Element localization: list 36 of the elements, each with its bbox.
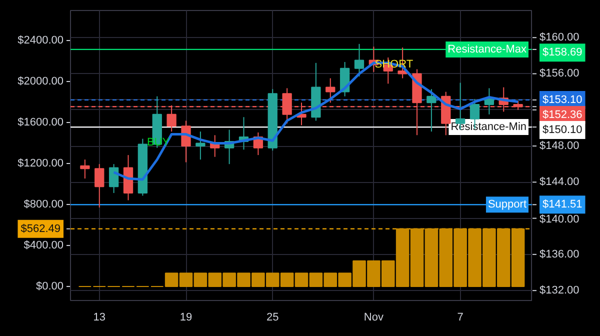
y2-tick-label: $150.10 <box>542 124 582 136</box>
y-tick-label: $562.49 <box>20 222 61 235</box>
candlestick <box>354 43 364 77</box>
y2-tick-label: $160.00 <box>540 32 580 44</box>
y2-tick-label: $144.00 <box>540 176 580 188</box>
candlestick <box>80 159 90 180</box>
y2-tick-label: $158.69 <box>542 46 582 59</box>
y2-tick-label: $148.00 <box>540 140 580 152</box>
y2-tick-label: $136.00 <box>540 248 580 260</box>
x-tick-label: 19 <box>180 312 192 324</box>
annotation: BUY <box>146 136 170 148</box>
candlestick <box>326 78 336 104</box>
y-tick-label: $2400.00 <box>18 34 64 47</box>
x-tick-label: 7 <box>457 312 464 324</box>
y2-tick-label: $153.10 <box>542 94 582 106</box>
x-tick-label: 13 <box>93 312 106 324</box>
candlestick <box>196 131 206 160</box>
y2-tick-label: $141.51 <box>542 198 582 211</box>
y-tick-label: $1200.00 <box>18 157 64 170</box>
y2-tick-label: $140.00 <box>540 214 580 226</box>
ref-line-label: Resistance-Max <box>448 43 527 56</box>
y-tick-label: $0.00 <box>36 280 64 292</box>
y2-tick-label: $132.00 <box>540 284 580 297</box>
x-tick-label: 25 <box>266 312 279 324</box>
y2-tick-label: $156.00 <box>540 68 580 80</box>
y-tick-label: $800.00 <box>24 198 64 210</box>
x-tick-label: Nov <box>364 312 384 324</box>
y-tick-label: $1600.00 <box>18 116 64 129</box>
candlestick <box>426 88 436 132</box>
ref-line-label: Resistance-Min <box>450 121 527 134</box>
candlestick <box>108 164 119 194</box>
candlestick <box>94 164 104 208</box>
y2-tick-label: $152.36 <box>542 108 582 121</box>
ref-line-label: Support <box>488 198 527 211</box>
y-tick-label: $400.00 <box>24 239 64 252</box>
y-tick-label: $2000.00 <box>18 76 64 88</box>
